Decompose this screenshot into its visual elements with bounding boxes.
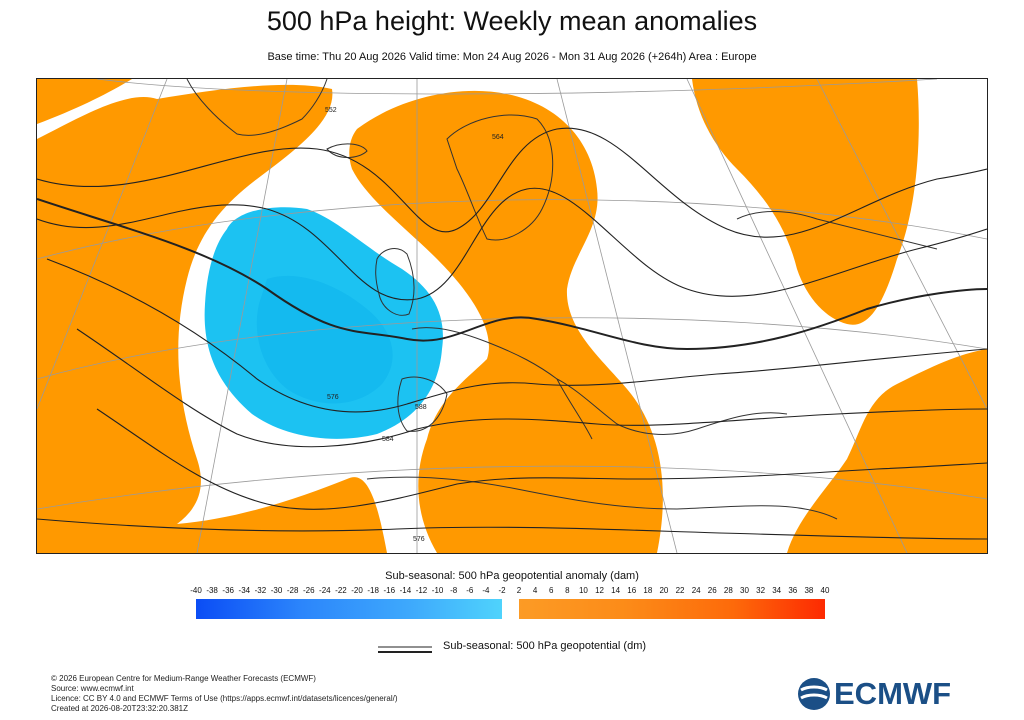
footer: © 2026 European Centre for Medium-Range … xyxy=(51,674,398,714)
ecmwf-logo-icon xyxy=(798,678,830,710)
colorbar-tick-label: 8 xyxy=(565,586,570,595)
colorbar-tick-label: -2 xyxy=(498,586,506,595)
contour-label: 552 xyxy=(325,107,337,114)
map-canvas: 552 564 576 584 588 576 xyxy=(37,79,987,553)
colorbar-tick-label: -8 xyxy=(450,586,458,595)
asia-coast xyxy=(736,211,938,250)
colorbar-tick-label: 32 xyxy=(756,586,766,595)
graticule-lines xyxy=(37,79,987,553)
colorbar-tick-label: 36 xyxy=(788,586,798,595)
central-europe-positive-area xyxy=(349,90,663,553)
ecmwf-logo-text: ECMWF xyxy=(834,676,952,711)
colorbar-tick-label: 12 xyxy=(595,586,604,595)
iceland-coast xyxy=(326,143,368,158)
colorbar-tick-label: 24 xyxy=(691,586,701,595)
footer-source: Source: www.ecmwf.int xyxy=(51,684,134,693)
africa-coast xyxy=(366,476,838,520)
colorbar-tick-label: -40 xyxy=(190,586,202,595)
europe-coast xyxy=(411,327,788,435)
colorbar-tick-label: 26 xyxy=(707,586,717,595)
anomaly-map[interactable]: 552 564 576 584 588 576 xyxy=(36,78,988,554)
colorbar-tick-label: -16 xyxy=(383,586,396,595)
colorbar-tick-label: 16 xyxy=(627,586,637,595)
contour-label: 588 xyxy=(415,404,427,411)
footer-licence: Licence: CC BY 4.0 and ECMWF Terms of Us… xyxy=(51,694,398,703)
italy-coast xyxy=(556,378,593,440)
colorbar-tick-label: 4 xyxy=(532,586,538,595)
atlantic-positive-area xyxy=(37,84,387,553)
colorbar-tick-label: -36 xyxy=(222,586,234,595)
contour-label: 576 xyxy=(413,536,425,543)
colorbar-positive xyxy=(519,599,825,619)
britain-coast xyxy=(375,248,415,316)
colorbar-tick-label: 18 xyxy=(643,586,653,595)
contour-label-group: 552 564 576 584 588 576 xyxy=(325,107,504,543)
contour-label: 576 xyxy=(327,394,339,401)
colorbar-title: Sub-seasonal: 500 hPa geopotential anoma… xyxy=(385,570,639,582)
colorbar-tick-label: -22 xyxy=(335,586,347,595)
contour-label: 564 xyxy=(492,134,504,141)
colorbar-tick-label: -14 xyxy=(399,586,412,595)
colorbar-tick-label: -26 xyxy=(302,586,315,595)
atlantic-positive-corner xyxy=(37,79,132,124)
colorbar-tick-label: 20 xyxy=(659,586,669,595)
eastern-positive-area xyxy=(787,349,987,553)
colorbar-tick-label: 30 xyxy=(740,586,749,595)
iberia-coast xyxy=(397,376,448,432)
positive-anomaly-areas xyxy=(37,79,987,553)
colorbar-ticks: -40 -38 -36 -34 -32 -30 -28 -26 -24 -22 -20 -18 -16-… xyxy=(0,586,1024,598)
colorbar-tick-label: -32 xyxy=(254,586,267,595)
colorbar-tick-label: -34 xyxy=(238,586,251,595)
colorbar-tick-label: -18 xyxy=(367,586,379,595)
footer-copyright: © 2026 European Centre for Medium-Range … xyxy=(51,674,316,683)
colorbar-tick-label: -6 xyxy=(466,586,474,595)
colorbar-tick-label: 6 xyxy=(548,586,554,595)
colorbar-tick-label: 40 xyxy=(820,586,830,595)
colorbar-tick-label: 14 xyxy=(611,586,621,595)
footer-created: Created at 2026-08-20T23:32:20.381Z xyxy=(51,704,188,713)
colorbar-tick-label: -4 xyxy=(482,586,490,595)
colorbar-tick-label: 28 xyxy=(723,586,733,595)
siberia-positive-area xyxy=(692,79,919,325)
atlantic-negative-core xyxy=(256,275,393,404)
colorbar-tick-label: -20 xyxy=(351,586,363,595)
colorbar-tick-label: 10 xyxy=(578,586,588,595)
colorbar-negative xyxy=(196,599,502,619)
contour-label: 584 xyxy=(382,436,394,443)
page-title: 500 hPa height: Weekly mean anomalies xyxy=(266,6,758,36)
scandinavia-coast xyxy=(446,114,554,241)
colorbar-tick-label: 2 xyxy=(516,586,522,595)
legend-line-icon xyxy=(378,641,432,653)
colorbar-tick-label: -28 xyxy=(286,586,299,595)
coastlines xyxy=(186,79,938,520)
colorbar-tick-label: -24 xyxy=(319,586,331,595)
colorbar-tick-label: 22 xyxy=(675,586,685,595)
colorbar-tick-label: -30 xyxy=(270,586,283,595)
colorbar-tick-label: 38 xyxy=(804,586,814,595)
colorbar-tick-label: -38 xyxy=(206,586,218,595)
height-contours xyxy=(37,127,987,540)
colorbar-tick-label: -10 xyxy=(431,586,444,595)
legend-line-label: Sub-seasonal: 500 hPa geopotential (dm) xyxy=(443,640,647,652)
page-subtitle: Base time: Thu 20 Aug 2026 Valid time: M… xyxy=(267,51,757,63)
ecmwf-logo[interactable]: ECMWF xyxy=(796,676,978,712)
greenland-coast xyxy=(186,79,328,136)
colorbar-tick-label: 34 xyxy=(772,586,782,595)
colorbar-tick-label: -12 xyxy=(415,586,428,595)
